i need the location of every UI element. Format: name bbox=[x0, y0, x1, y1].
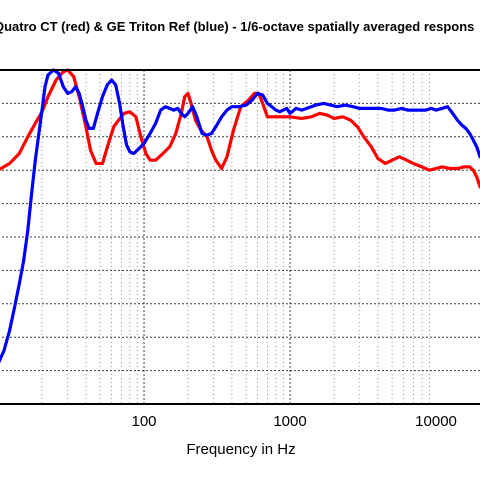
x-tick-labels: 100 1000 10000 bbox=[131, 413, 456, 430]
x-tick-label: 10000 bbox=[415, 413, 457, 430]
x-tick-label: 1000 bbox=[273, 413, 306, 430]
chart-title: Quatro CT (red) & GE Triton Ref (blue) -… bbox=[0, 19, 474, 34]
plot-area-frame bbox=[0, 69, 480, 405]
x-tick-label: 100 bbox=[131, 413, 156, 430]
series-layer bbox=[0, 68, 480, 364]
grid bbox=[0, 70, 480, 404]
series-line-0 bbox=[0, 68, 480, 189]
series-line-1 bbox=[0, 68, 480, 364]
x-axis-label: Frequency in Hz bbox=[186, 441, 295, 458]
